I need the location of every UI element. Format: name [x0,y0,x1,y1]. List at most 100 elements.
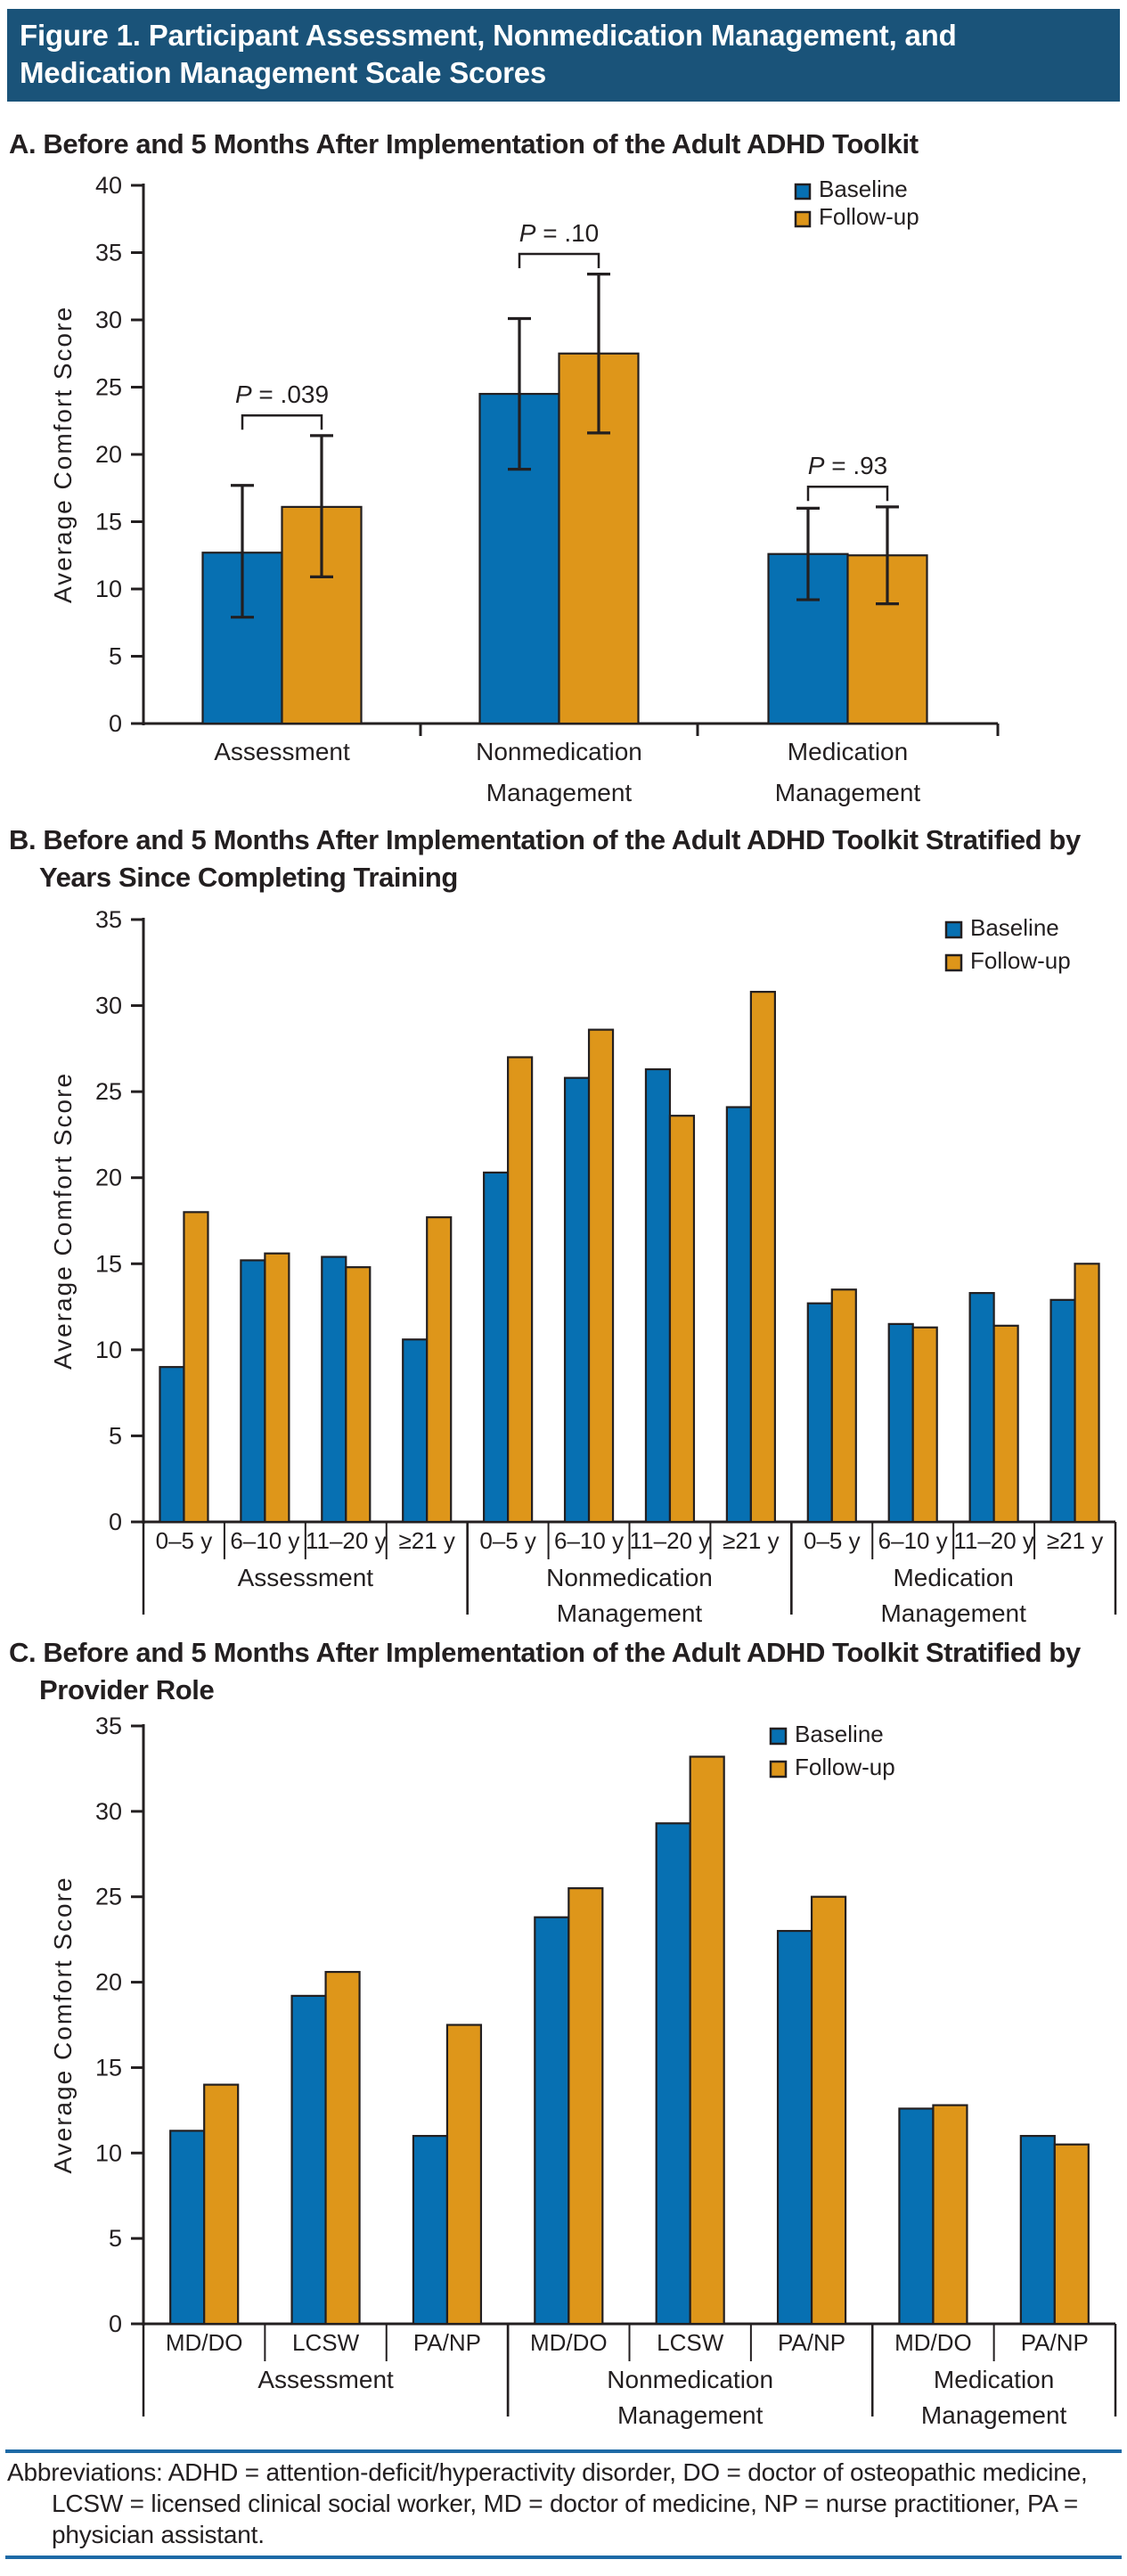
bar-followup [203,2083,240,2326]
y-tick-label: 15 [95,509,122,536]
y-tick-label: 25 [95,1884,122,1910]
legend-baseline-label: Baseline [795,1721,884,1747]
bar-baseline [159,1366,185,1524]
legend-followup-swatch [769,1760,788,1779]
x-category-label: Assessment [214,738,350,765]
y-tick-label: 5 [109,2225,122,2252]
y-tick-label: 0 [109,1509,122,1535]
p-value-label: P = .039 [235,380,329,408]
x-category-label: Management [486,779,633,806]
bar-followup [1053,2143,1090,2326]
p-value-label: P = .10 [519,219,600,247]
bar-baseline [1019,2135,1056,2326]
y-tick-label: 25 [95,374,122,401]
section-a-title-text: A. Before and 5 Months After Implementat… [9,128,919,159]
x-group-label: Nonmedication [546,1564,713,1591]
bar-baseline [806,1302,833,1524]
y-tick-label: 10 [95,2139,122,2166]
x-subcategory-label: 11–20 y [630,1527,711,1554]
legend-baseline-swatch [794,183,812,200]
p-bracket [241,413,323,430]
chart-c-canvas: 0 5 10 15 20 25 30 35 Average Comfort Score MD/DO… [49,1713,1117,2429]
legend-baseline: Baseline [794,176,908,202]
bar-baseline [169,2130,206,2326]
y-tick-label: 40 [95,172,122,199]
y-tick-label: 20 [95,1969,122,1996]
bar-followup [345,1266,372,1524]
bar-baseline [776,1929,813,2326]
x-subcategory-label: 6–10 y [554,1527,624,1554]
y-tick-label: 15 [95,1250,122,1277]
x-subcategory-label: ≥21 y [723,1527,779,1554]
bar-baseline [898,2107,935,2326]
y-tick-label: 35 [95,240,122,266]
section-c-title-line2: Provider Role [39,1674,215,1705]
legend-baseline-swatch [769,1727,788,1746]
x-group-label: Management [617,2401,764,2429]
bar-followup [932,2104,968,2326]
legend-followup: Follow-up [944,947,1071,974]
x-subcategory-label: MD/DO [166,2329,243,2356]
bar-followup [830,1288,857,1524]
legend-baseline-label: Baseline [970,914,1059,941]
bar-followup [749,991,776,1524]
y-axis-title: Average Comfort Score [49,1876,77,2173]
x-subcategory-label: PA/NP [1021,2329,1089,2356]
x-group-label: Medication [893,1564,1013,1591]
footer-bottom-rule [5,2556,1122,2559]
bar-followup [1074,1263,1100,1524]
y-tick-label: 0 [109,710,122,737]
legend-baseline-swatch [944,920,963,939]
section-b-title: B. Before and 5 Months After Implementat… [9,822,1081,896]
y-tick-label: 5 [109,643,122,670]
x-group-label: Assessment [238,1564,374,1591]
y-tick-label: 30 [95,993,122,1019]
x-group-label: Management [921,2401,1067,2429]
x-group-label: Management [557,1599,703,1627]
x-category-label: Nonmedication [476,738,642,765]
x-subcategory-label: 11–20 y [306,1527,387,1554]
legend-followup: Follow-up [794,203,919,230]
y-tick-label: 10 [95,1337,122,1363]
legend-followup-label: Follow-up [819,203,919,230]
x-group-label: Nonmedication [607,2366,773,2393]
x-subcategory-label: 6–10 y [230,1527,299,1554]
y-tick-label: 5 [109,1422,122,1449]
p-bracket [518,252,600,269]
legend-followup-label: Follow-up [970,947,1071,974]
x-subcategory-label: LCSW [657,2329,724,2356]
p-bracket [806,485,889,502]
x-subcategory-label: 6–10 y [878,1527,948,1554]
bar-followup [689,1755,725,2326]
bar-followup [810,1895,847,2326]
y-tick-label: 35 [95,1713,122,1739]
y-tick-label: 0 [109,2310,122,2337]
footer-abbreviations: Abbreviations: ADHD = attention-deficit/… [7,2458,1088,2548]
section-c-title-line1: C. Before and 5 Months After Implementat… [9,1637,1081,1668]
bar-baseline [887,1322,914,1524]
y-tick-label: 30 [95,1798,122,1825]
bar-baseline [412,2135,449,2326]
footer-top-rule [5,2449,1122,2453]
section-c-title: C. Before and 5 Months After Implementat… [9,1634,1081,1709]
x-subcategory-label: PA/NP [413,2329,481,2356]
x-group-label: Management [880,1599,1026,1627]
section-b-title-line2: Years Since Completing Training [39,862,458,893]
bar-baseline [290,1994,327,2326]
bar-baseline [644,1067,672,1524]
y-tick-label: 15 [95,2054,122,2081]
figure-title-line1: Figure 1. Participant Assessment, Nonmed… [20,19,957,52]
x-group-label: Medication [934,2366,1054,2393]
chart-b-canvas: 0 5 10 15 20 25 30 35 Average Comfort Score 0–5 y… [49,906,1117,1627]
legend-followup-swatch [944,953,963,972]
x-subcategory-label: ≥21 y [1047,1527,1103,1554]
x-subcategory-label: 0–5 y [156,1527,213,1554]
bar-followup [445,2024,483,2326]
bar-followup [668,1115,696,1524]
bar-baseline [655,1822,691,2326]
x-group-label: Assessment [257,2366,394,2393]
legend-baseline: Baseline [944,914,1059,941]
bar-baseline [968,1292,995,1524]
figure-title-line2: Medication Management Scale Scores [20,56,547,89]
